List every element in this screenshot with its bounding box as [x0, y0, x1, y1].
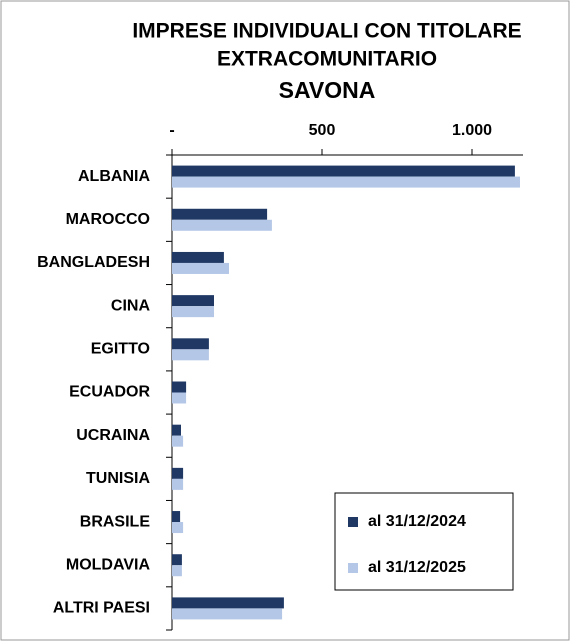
y-tick-label: BRASILE — [80, 513, 151, 530]
bar — [172, 381, 187, 393]
bar — [172, 306, 214, 318]
bar — [172, 565, 182, 577]
y-tick-label: MOLDAVIA — [66, 556, 151, 573]
bar — [172, 511, 181, 523]
x-tick-label: 500 — [309, 122, 336, 139]
bar — [172, 338, 209, 350]
bar — [172, 219, 272, 231]
bar — [172, 467, 184, 479]
y-tick-label: UCRAINA — [76, 427, 150, 444]
legend-box — [334, 492, 514, 591]
bar — [172, 435, 184, 447]
legend-swatch — [348, 563, 358, 573]
bar — [172, 165, 515, 177]
bar — [172, 251, 224, 263]
bar — [172, 295, 214, 307]
y-tick-label: CINA — [111, 297, 151, 314]
chart-title: IMPRESE INDIVIDUALI CON TITOLARE — [132, 20, 521, 43]
y-tick-label: TUNISIA — [86, 470, 150, 487]
y-tick-label: MAROCCO — [66, 211, 150, 228]
chart-title: EXTRACOMUNITARIO — [217, 48, 437, 71]
chart-title: SAVONA — [279, 77, 376, 103]
bar — [172, 208, 268, 220]
bar — [172, 608, 283, 620]
bar — [172, 478, 184, 490]
legend-swatch — [348, 517, 358, 527]
legend-label: al 31/12/2024 — [368, 513, 466, 530]
bar — [172, 176, 520, 188]
bar — [172, 349, 209, 361]
legend-label: al 31/12/2025 — [368, 559, 466, 576]
x-tick-label: 1.000 — [452, 122, 492, 139]
y-tick-label: ALTRI PAESI — [53, 600, 150, 617]
bar — [172, 392, 187, 404]
y-tick-label: ALBANIA — [78, 168, 150, 185]
x-tick-label: - — [169, 122, 174, 139]
y-tick-label: BANGLADESH — [37, 254, 150, 271]
bar — [172, 522, 184, 534]
bar — [172, 554, 182, 566]
bar — [172, 597, 284, 609]
y-tick-label: ECUADOR — [69, 384, 150, 401]
bar — [172, 424, 181, 436]
bar — [172, 262, 229, 274]
y-tick-label: EGITTO — [91, 341, 150, 358]
